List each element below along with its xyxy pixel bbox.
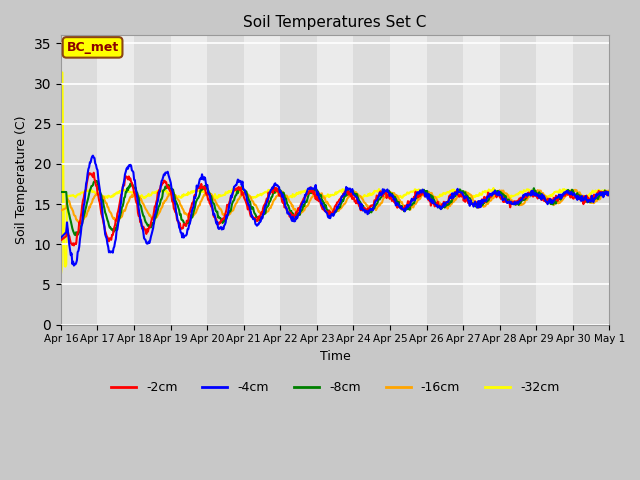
Bar — [280, 36, 317, 324]
Legend: -2cm, -4cm, -8cm, -16cm, -32cm: -2cm, -4cm, -8cm, -16cm, -32cm — [106, 376, 564, 399]
Y-axis label: Soil Temperature (C): Soil Temperature (C) — [15, 116, 28, 244]
Bar — [97, 36, 134, 324]
Bar — [390, 36, 426, 324]
Bar — [171, 36, 207, 324]
Bar — [61, 36, 97, 324]
Bar — [353, 36, 390, 324]
Bar — [463, 36, 500, 324]
Title: Soil Temperatures Set C: Soil Temperatures Set C — [243, 15, 427, 30]
Bar — [207, 36, 244, 324]
Bar — [536, 36, 573, 324]
Bar — [500, 36, 536, 324]
Bar — [317, 36, 353, 324]
Bar — [134, 36, 171, 324]
Bar — [244, 36, 280, 324]
Text: BC_met: BC_met — [67, 41, 118, 54]
Bar — [609, 36, 640, 324]
X-axis label: Time: Time — [320, 350, 351, 363]
Bar — [573, 36, 609, 324]
Bar — [426, 36, 463, 324]
